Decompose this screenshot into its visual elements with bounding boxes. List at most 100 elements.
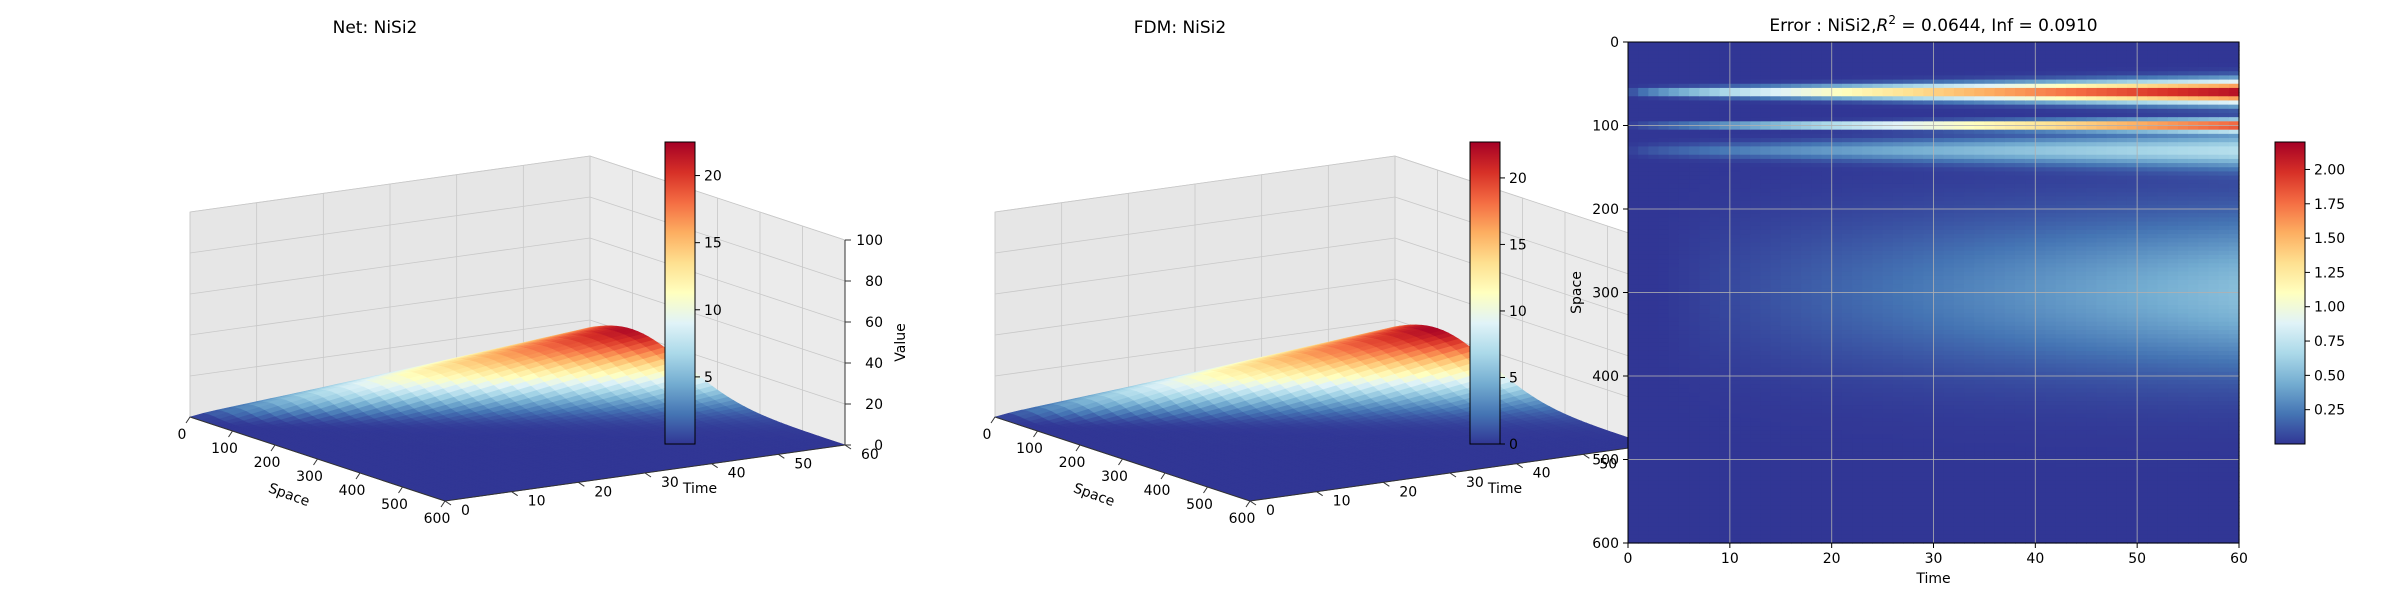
heatmap-cell bbox=[1780, 421, 1792, 427]
heatmap-cell bbox=[1780, 492, 1792, 498]
heatmap-cell bbox=[1699, 459, 1711, 465]
heatmap-cell bbox=[1689, 467, 1700, 473]
heatmap-cell bbox=[1628, 384, 1639, 390]
heatmap-cell bbox=[1638, 522, 1649, 527]
heatmap-cell bbox=[1658, 446, 1670, 452]
heatmap-cell bbox=[1719, 163, 1731, 168]
heatmap-cell bbox=[1658, 238, 1670, 243]
heatmap-cell bbox=[1719, 509, 1731, 515]
x-tick-label: 600 bbox=[1229, 511, 1256, 527]
heatmap-cell bbox=[1780, 62, 1792, 68]
heatmap-cell bbox=[1770, 300, 1782, 306]
heatmap-cell bbox=[1760, 154, 1772, 160]
heatmap-cell bbox=[1729, 104, 1741, 110]
heatmap-cell bbox=[1689, 459, 1700, 465]
heatmap-cell bbox=[1678, 271, 1690, 277]
heatmap-cell bbox=[1740, 154, 1751, 160]
heatmap-cell bbox=[1740, 438, 1751, 444]
heatmap-cell bbox=[1750, 376, 1761, 381]
heatmap-cell bbox=[1689, 300, 1700, 306]
heatmap-cell bbox=[1709, 146, 1721, 152]
heatmap-cell bbox=[1699, 401, 1711, 406]
heatmap-cell bbox=[1638, 376, 1649, 381]
heatmap-cell bbox=[1719, 96, 1731, 102]
heatmap-cell bbox=[1780, 225, 1792, 231]
heatmap-cell bbox=[1658, 179, 1670, 185]
heatmap-cell bbox=[1770, 79, 1782, 85]
heatmap-cell bbox=[1628, 492, 1639, 498]
heatmap-cell bbox=[1699, 142, 1711, 147]
heatmap-cell bbox=[1648, 62, 1660, 68]
heatmap-cell bbox=[1678, 334, 1690, 340]
heatmap-cell bbox=[1750, 434, 1761, 440]
heatmap-cell bbox=[1760, 163, 1772, 168]
heatmap-cell bbox=[1668, 117, 1680, 122]
heatmap-cell bbox=[1678, 530, 1690, 536]
heatmap-cell bbox=[1648, 275, 1660, 281]
heatmap-cell bbox=[1729, 505, 1741, 511]
heatmap-cell bbox=[1729, 242, 1741, 248]
heatmap-cell bbox=[1729, 296, 1741, 302]
heatmap-cell bbox=[1628, 396, 1639, 402]
heatmap-cell bbox=[1658, 346, 1670, 352]
heatmap-cell bbox=[1780, 463, 1792, 469]
heatmap-cell bbox=[1740, 179, 1751, 185]
heatmap-cell bbox=[1729, 334, 1741, 340]
heatmap-cell bbox=[1678, 217, 1690, 223]
heatmap-cell bbox=[1719, 330, 1731, 335]
heatmap-cell bbox=[1668, 492, 1680, 498]
heatmap-cell bbox=[1628, 317, 1639, 323]
heatmap-cell bbox=[1729, 192, 1741, 198]
heatmap-cell bbox=[1760, 225, 1772, 231]
heatmap-cell bbox=[1750, 46, 1761, 51]
heatmap-cell bbox=[1709, 350, 1721, 356]
heatmap-cell bbox=[1648, 254, 1660, 260]
heatmap-cell bbox=[1729, 246, 1741, 252]
heatmap-cell bbox=[1628, 54, 1639, 60]
heatmap-cell bbox=[1719, 526, 1731, 532]
heatmap-cell bbox=[1678, 238, 1690, 243]
heatmap-cell bbox=[1750, 42, 1761, 47]
y-tick-label: 10 bbox=[1333, 494, 1351, 510]
heatmap-cell bbox=[1668, 300, 1680, 306]
heatmap-cell bbox=[1750, 497, 1761, 502]
heatmap-cell bbox=[1729, 146, 1741, 152]
heatmap-cell bbox=[1729, 376, 1741, 381]
heatmap-cell bbox=[1770, 517, 1782, 523]
heatmap-cell bbox=[1638, 117, 1649, 122]
heatmap-cell bbox=[1658, 142, 1670, 147]
heatmap-cell bbox=[1648, 355, 1660, 360]
heatmap-cell bbox=[1750, 513, 1761, 519]
heatmap-cell bbox=[1709, 104, 1721, 110]
heatmap-cell bbox=[1729, 42, 1741, 47]
heatmap-cell bbox=[1750, 196, 1761, 202]
heatmap-cell bbox=[1770, 388, 1782, 394]
heatmap-cell bbox=[1760, 209, 1772, 214]
heatmap-cell bbox=[1678, 376, 1690, 381]
heatmap-cell bbox=[1678, 284, 1690, 289]
heatmap-cell bbox=[1760, 46, 1772, 51]
heatmap-cell bbox=[1780, 83, 1792, 89]
heatmap-cell bbox=[1689, 163, 1700, 168]
heatmap-cell bbox=[1760, 472, 1772, 477]
heatmap-cell bbox=[1770, 150, 1782, 156]
heatmap-cell bbox=[1770, 188, 1782, 193]
heatmap-cell bbox=[1699, 438, 1711, 444]
heatmap-cell bbox=[1699, 380, 1711, 385]
heatmap-cell bbox=[1658, 426, 1670, 431]
heatmap-cell bbox=[1760, 242, 1772, 248]
heatmap-cell bbox=[1770, 338, 1782, 344]
heatmap-cell bbox=[1709, 355, 1721, 360]
heatmap-cell bbox=[1699, 421, 1711, 427]
heatmap-cell bbox=[1740, 234, 1751, 239]
heatmap-cell bbox=[1628, 300, 1639, 306]
heatmap-cell bbox=[1678, 338, 1690, 344]
heatmap-cell bbox=[1750, 275, 1761, 281]
heatmap-cell bbox=[1740, 376, 1751, 381]
heatmap-cell bbox=[1668, 430, 1680, 436]
heatmap-cell bbox=[1699, 350, 1711, 356]
heatmap-cell bbox=[1770, 376, 1782, 381]
heatmap-cell bbox=[1719, 405, 1731, 410]
heatmap-cell bbox=[1780, 142, 1792, 147]
heatmap-cell bbox=[1740, 254, 1751, 260]
